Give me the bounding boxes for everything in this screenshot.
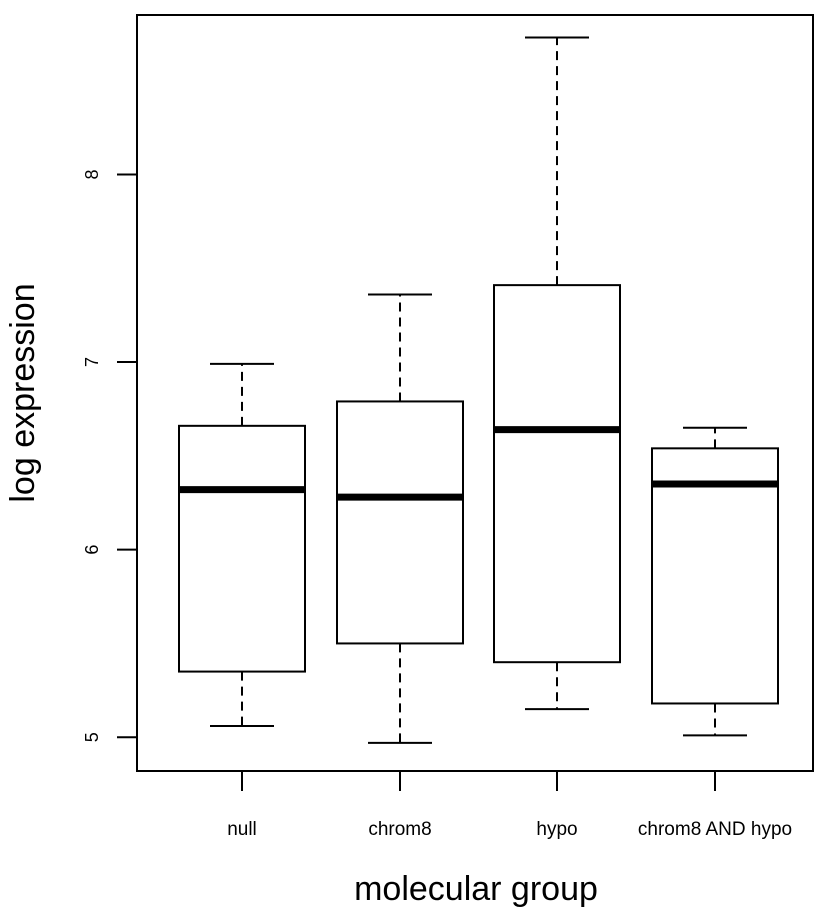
iqr-box [651, 447, 779, 705]
box-2 [336, 293, 464, 744]
x-tick-label: chrom8 [368, 819, 431, 840]
x-tick-label: chrom8 AND hypo [638, 819, 792, 840]
box-group [178, 36, 779, 744]
x-tick-label: hypo [536, 819, 577, 840]
box-3 [493, 36, 621, 711]
y-tick-label: 7 [82, 357, 102, 367]
box-1 [178, 362, 306, 727]
y-tick-label: 8 [82, 169, 102, 179]
plot-frame [136, 14, 814, 772]
x-tick-label: null [227, 819, 257, 840]
x-axis: null chrom8 hypo chrom8 AND hypo [227, 771, 792, 840]
box-4 [651, 426, 779, 737]
y-tick-label: 6 [82, 545, 102, 555]
iqr-box [493, 284, 621, 664]
y-axis-title: log expression [4, 283, 42, 502]
iqr-box [336, 400, 464, 645]
x-axis-title: molecular group [354, 870, 598, 908]
y-tick-label: 5 [82, 732, 102, 742]
y-axis: 5 6 7 8 [82, 169, 137, 742]
iqr-box [178, 424, 306, 673]
